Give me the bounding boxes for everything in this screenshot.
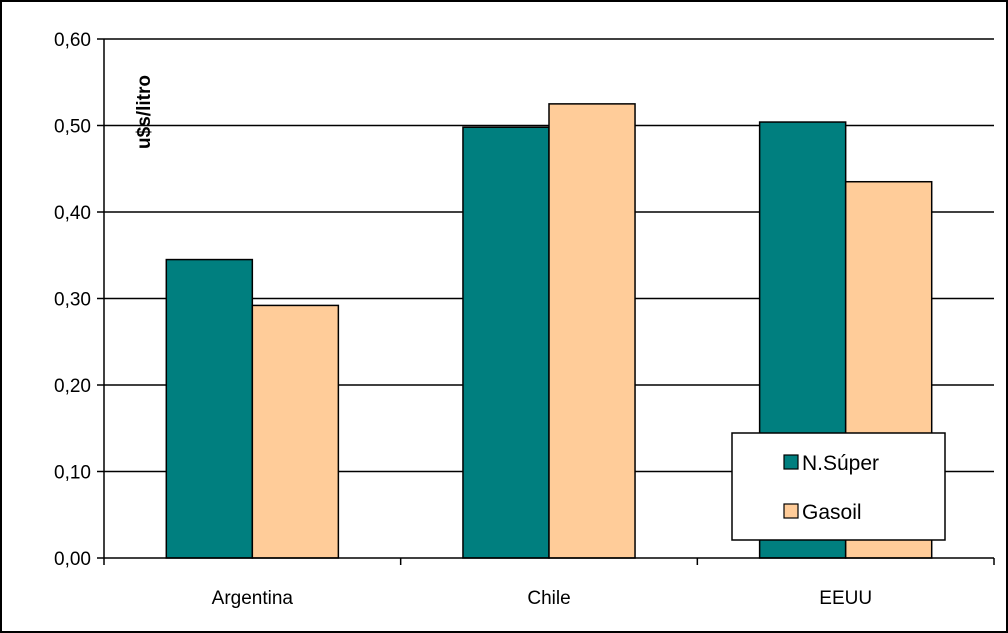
y-tick-label: 0,40 [54, 203, 91, 224]
bar-chile-nsuper [463, 127, 549, 558]
legend-swatch [784, 455, 798, 469]
bar-chile-gasoil [549, 104, 635, 558]
y-tick-label: 0,20 [54, 376, 91, 397]
y-tick-label: 0,60 [54, 30, 91, 51]
y-tick-label: 0,50 [54, 117, 91, 138]
y-axis-label: u$s/litro [134, 75, 155, 149]
legend: N.Súper Gasoil [732, 433, 945, 540]
y-tick-label: 0,10 [54, 463, 91, 484]
x-tick-label: EEUU [819, 588, 872, 609]
y-tick-label: 0,00 [54, 549, 91, 570]
bar-argentina-gasoil [252, 305, 338, 558]
x-tick-label: Chile [527, 588, 570, 609]
bar-argentina-nsuper [166, 260, 252, 558]
legend-swatch [784, 504, 798, 518]
y-tick-label: 0,30 [54, 290, 91, 311]
legend-label: Gasoil [802, 501, 862, 524]
x-tick-label: Argentina [212, 588, 294, 609]
legend-label: N.Súper [802, 452, 879, 475]
